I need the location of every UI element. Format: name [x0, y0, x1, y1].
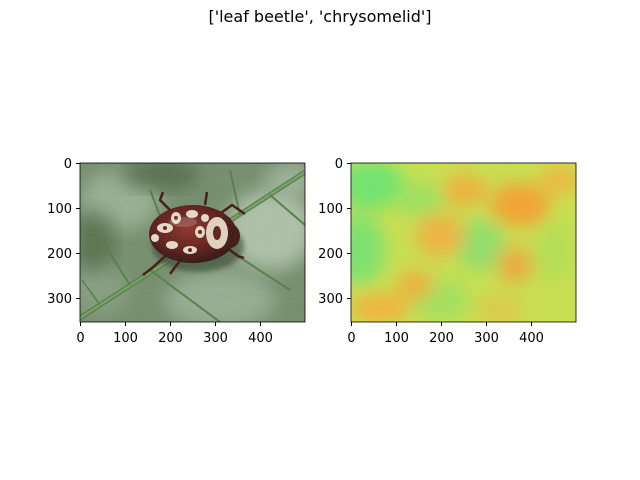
left-y-tick-label: 0: [64, 157, 72, 172]
right-x-tick-label: 100: [384, 331, 409, 346]
right-y-tick-label: 0: [335, 157, 343, 172]
left-x-axis: 0 100 200 300 400: [76, 322, 273, 346]
left-y-tick-label: 100: [47, 202, 72, 217]
right-y-tick-label: 200: [318, 247, 343, 262]
saliency-heatmap-panel: 0 100 200 300 400 0 100 200 300: [318, 157, 577, 346]
left-x-tick-label: 400: [248, 331, 273, 346]
left-y-tick-label: 200: [47, 247, 72, 262]
figure-title: ['leaf beetle', 'chrysomelid']: [208, 7, 432, 26]
original-image-panel: 0 100 200 300 400 0 100 200 300: [47, 157, 306, 346]
right-y-tick-label: 100: [318, 202, 343, 217]
right-x-tick-label: 200: [429, 331, 454, 346]
right-x-tick-label: 400: [519, 331, 544, 346]
right-x-tick-label: 0: [347, 331, 355, 346]
left-y-tick-label: 300: [47, 292, 72, 307]
right-y-axis: 0 100 200 300: [318, 157, 351, 307]
left-x-tick-label: 300: [203, 331, 228, 346]
heatmap-image: [351, 163, 576, 322]
left-x-tick-label: 200: [158, 331, 183, 346]
left-x-tick-label: 0: [76, 331, 84, 346]
right-x-axis: 0 100 200 300 400: [347, 322, 544, 346]
left-x-tick-label: 100: [113, 331, 138, 346]
beetle-photo: [80, 163, 305, 322]
left-y-axis: 0 100 200 300: [47, 157, 80, 307]
right-x-tick-label: 300: [474, 331, 499, 346]
right-y-tick-label: 300: [318, 292, 343, 307]
